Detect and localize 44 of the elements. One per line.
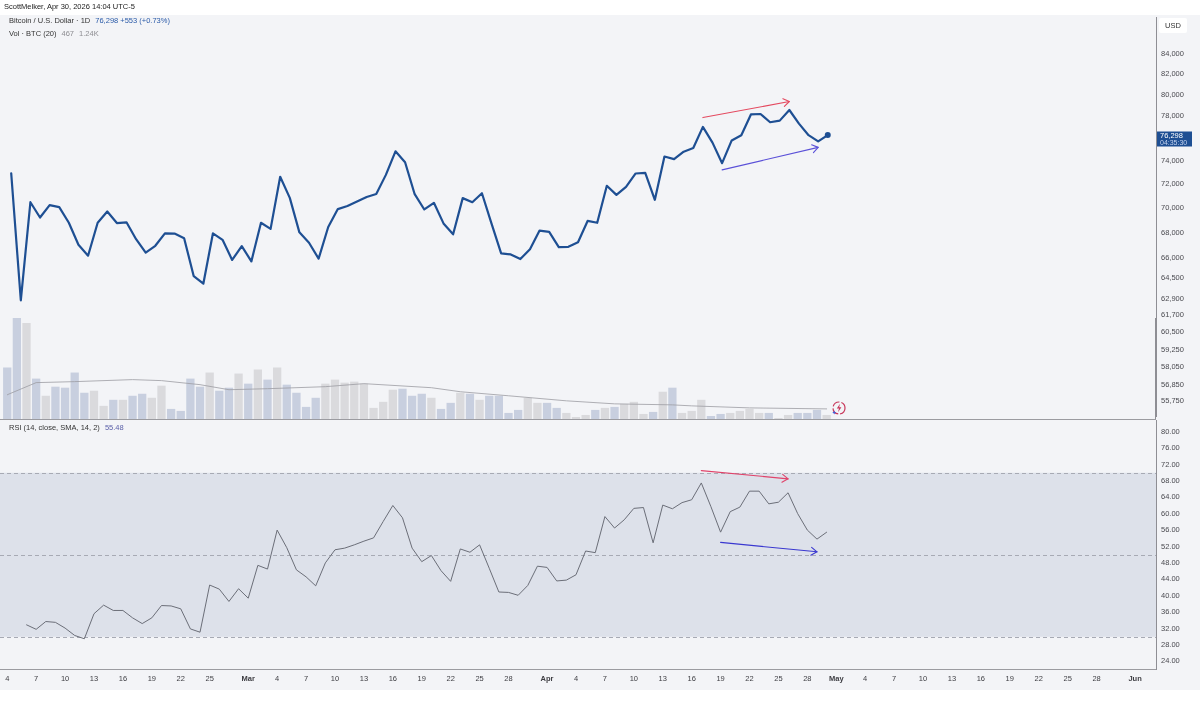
bar — [166, 408, 176, 419]
point — [782, 98, 790, 107]
bar — [388, 389, 397, 419]
point — [811, 144, 819, 154]
bar — [648, 411, 658, 419]
bar — [215, 390, 224, 419]
bar — [234, 373, 243, 419]
bar — [253, 369, 263, 419]
bar — [263, 379, 272, 419]
bar — [205, 372, 214, 419]
bar — [456, 392, 465, 419]
bar — [600, 407, 610, 419]
bar — [677, 412, 687, 419]
bar — [465, 393, 475, 419]
bar — [822, 414, 831, 419]
bar — [224, 387, 234, 419]
bar — [591, 409, 600, 419]
bar — [118, 399, 128, 419]
bar — [311, 397, 320, 419]
bar — [726, 412, 735, 419]
bar — [552, 407, 561, 419]
bar — [485, 395, 494, 419]
bar — [273, 367, 282, 419]
bar — [427, 397, 436, 419]
bar — [436, 408, 446, 419]
bar — [658, 391, 667, 419]
bar — [812, 409, 822, 419]
bar — [475, 399, 484, 419]
bar — [562, 412, 571, 419]
bar — [610, 406, 619, 419]
bar — [446, 402, 455, 419]
bar — [109, 399, 118, 419]
bar — [244, 383, 253, 419]
bar — [22, 323, 31, 419]
bar — [542, 402, 552, 419]
bar — [3, 367, 12, 419]
point — [824, 132, 831, 139]
bar — [41, 395, 50, 419]
bar — [764, 412, 773, 419]
bar — [417, 393, 426, 419]
bar — [32, 378, 41, 419]
bar — [12, 318, 22, 419]
bar — [668, 387, 677, 419]
bar — [321, 383, 330, 419]
